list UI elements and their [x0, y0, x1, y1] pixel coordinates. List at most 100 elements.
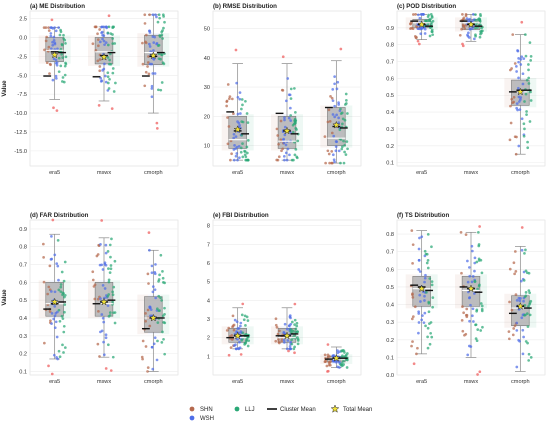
point-llj [475, 260, 479, 264]
legend-swatch [189, 415, 195, 421]
point-llj [344, 153, 348, 157]
point-wsh [49, 290, 53, 293]
point-llj [344, 92, 348, 96]
cluster-band [137, 33, 149, 67]
point-llj [159, 88, 163, 92]
point-llj [59, 283, 63, 286]
point-llj [428, 19, 432, 23]
point-shn [91, 270, 95, 274]
point-llj [430, 28, 434, 32]
point-shn [231, 324, 235, 328]
point-wsh [150, 345, 154, 349]
point-shn [409, 22, 412, 25]
panel-title: (c) POD Distribution [397, 3, 456, 10]
point-llj [480, 304, 484, 308]
y-tick-label: 0.7 [386, 60, 394, 66]
point-wsh [289, 119, 293, 122]
y-tick-label: 0.7 [19, 263, 27, 269]
point-llj [64, 55, 68, 59]
point-wsh [104, 251, 108, 255]
point-llj [59, 285, 63, 289]
point-wsh [148, 248, 151, 252]
point-llj [62, 351, 65, 354]
point-shn [226, 142, 230, 146]
point-llj [428, 34, 432, 38]
point-llj [528, 302, 531, 306]
point-wsh [285, 99, 288, 103]
legend-label: Total Mean [343, 407, 372, 413]
point-llj [289, 97, 293, 100]
box-group-cmorph: cmorph [137, 13, 170, 176]
point-wsh [517, 296, 521, 300]
point-wsh [517, 76, 520, 80]
y-tick-label: 0.9 [386, 26, 394, 32]
point-shn [277, 142, 280, 146]
cluster-band [88, 35, 99, 66]
point-wsh [53, 41, 57, 45]
point-wsh [285, 158, 289, 162]
point-llj [63, 346, 67, 349]
point-llj [112, 285, 116, 289]
total-mean-star [417, 284, 426, 293]
point-wsh [334, 149, 338, 153]
y-tick-label: 0.6 [386, 267, 394, 273]
point-shn [96, 342, 100, 346]
point-wsh [103, 287, 107, 290]
point-wsh [519, 279, 523, 283]
point-wsh [103, 62, 106, 66]
point-wsh [101, 268, 105, 271]
point-wsh [53, 26, 56, 29]
point-wsh [288, 347, 292, 351]
point-llj [527, 271, 531, 275]
point-wsh [471, 274, 475, 278]
point-shn [511, 33, 515, 36]
point-shn [327, 108, 331, 112]
point-llj [59, 64, 63, 68]
point-shn [280, 339, 284, 343]
point-llj [529, 99, 533, 102]
x-tick-label: era5 [232, 170, 243, 176]
point-wsh [515, 65, 518, 68]
point-llj [108, 271, 112, 274]
point-wsh [54, 320, 58, 324]
legend-swatch [330, 404, 340, 413]
panel-title: (e) FBI Distribution [213, 212, 269, 219]
point-shn [462, 24, 466, 28]
x-tick-label: mswx [97, 170, 111, 176]
point-wsh [283, 133, 287, 137]
point-llj [340, 111, 344, 115]
point-wsh [417, 310, 421, 314]
outlier-point [293, 351, 296, 355]
point-wsh [418, 270, 422, 273]
point-llj [246, 344, 250, 348]
total-mean-star [282, 331, 292, 340]
point-wsh [52, 317, 56, 321]
point-wsh [236, 120, 239, 123]
point-shn [461, 305, 464, 308]
cluster-band [221, 326, 233, 345]
point-wsh [153, 288, 157, 292]
point-llj [57, 56, 61, 60]
point-wsh [53, 326, 57, 330]
point-llj [158, 35, 162, 39]
cluster-band [320, 105, 332, 148]
point-wsh [55, 335, 59, 339]
point-wsh [517, 57, 520, 60]
point-wsh [235, 81, 238, 85]
point-shn [230, 338, 234, 341]
point-wsh [150, 95, 154, 99]
point-llj [160, 299, 164, 302]
point-wsh [283, 341, 286, 344]
y-tick-label: 0.8 [386, 43, 394, 49]
point-llj [479, 302, 483, 305]
point-llj [480, 309, 484, 313]
point-wsh [153, 272, 157, 276]
point-wsh [99, 242, 102, 246]
point-shn [281, 147, 285, 151]
point-wsh [289, 130, 292, 134]
point-wsh [100, 25, 103, 29]
point-llj [345, 140, 349, 143]
total-mean-star [516, 301, 525, 310]
point-llj [111, 26, 115, 30]
point-wsh [152, 49, 155, 52]
